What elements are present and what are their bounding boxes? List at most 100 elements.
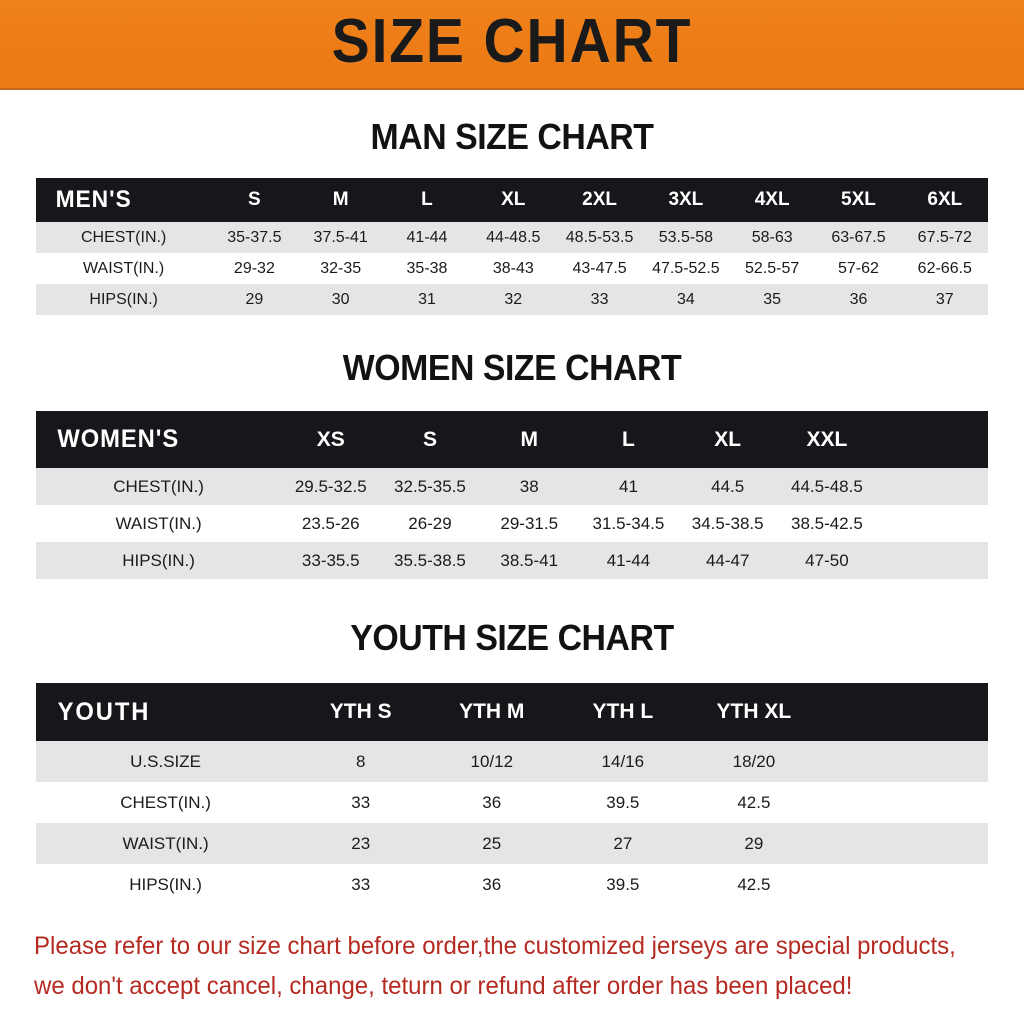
youth-size-header: YTH M	[459, 700, 525, 723]
man-cell: 63-67.5	[831, 228, 886, 246]
youth-table-body: U.S.SIZE 8 10/12 14/16 18/20 CHEST(IN.) 33 36 39…	[36, 741, 988, 905]
youth-cell: 27	[613, 833, 633, 853]
man-cell: 33	[590, 290, 609, 308]
women-cell: 34.5-38.5	[691, 513, 764, 533]
women-cell: 44-47	[705, 550, 750, 570]
youth-cell: 23	[351, 833, 371, 853]
man-size-header: 3XL	[668, 189, 704, 210]
man-table-wrap: MEN'S S M L XL 2XL 3XL 4XL 5XL 6XL CHEST(IN.) 35-3…	[36, 178, 988, 315]
youth-cell: 33	[351, 874, 371, 894]
women-cell: 38.5-42.5	[790, 513, 863, 533]
women-header-row: WOMEN'S XS S M L XL XXL	[36, 411, 988, 468]
man-cell: 47.5-52.5	[652, 259, 720, 277]
man-cell: 32	[504, 290, 523, 308]
youth-row-label: CHEST(IN.)	[120, 792, 211, 812]
man-cell: 53.5-58	[658, 228, 713, 246]
man-size-header: 2XL	[582, 189, 617, 210]
women-size-header: XL	[714, 427, 742, 451]
youth-row-filler	[819, 741, 988, 782]
youth-section-title: YOUTH SIZE CHART	[350, 617, 674, 658]
table-row: HIPS(IN.) 33-35.5 35.5-38.5 38.5-41 41-44 44-…	[36, 542, 988, 579]
table-row: WAIST(IN.) 29-32 32-35 35-38 38-43 43-47.5 47.…	[36, 253, 988, 284]
man-size-header: 5XL	[841, 189, 876, 210]
women-row-label: CHEST(IN.)	[113, 476, 204, 496]
women-section-title: WOMEN SIZE CHART	[342, 347, 682, 388]
youth-header-label: YOUTH	[57, 697, 151, 726]
women-cell: 33-35.5	[301, 550, 360, 570]
man-table-body: CHEST(IN.) 35-37.5 37.5-41 41-44 44-48.5 48.5…	[36, 222, 988, 315]
women-row-label: HIPS(IN.)	[122, 550, 195, 570]
women-table-head: WOMEN'S XS S M L XL XXL	[36, 411, 988, 468]
women-cell: 35.5-38.5	[394, 550, 466, 570]
youth-cell: 10/12	[470, 751, 514, 771]
man-cell: 37	[935, 290, 954, 308]
women-row-filler	[877, 542, 988, 579]
youth-table-wrap: YOUTH YTH S YTH M YTH L YTH XL U.S.SIZE 8 10/1…	[36, 683, 988, 905]
man-cell: 43-47.5	[572, 259, 627, 277]
youth-cell: 39.5	[606, 874, 640, 894]
women-size-header: XXL	[806, 427, 848, 451]
footer-line-1: Please refer to our size chart before or…	[34, 932, 956, 960]
women-cell: 41-44	[606, 550, 651, 570]
table-row: CHEST(IN.) 29.5-32.5 32.5-35.5 38 41 44.5 44.5…	[36, 468, 988, 505]
youth-row-filler	[819, 782, 988, 823]
youth-cell: 33	[351, 792, 371, 812]
table-row: WAIST(IN.) 23.5-26 26-29 29-31.5 31.5-34.5 34…	[36, 505, 988, 542]
women-cell: 47-50	[805, 550, 849, 570]
table-row: WAIST(IN.) 23 25 27 29	[36, 823, 988, 864]
youth-cell: 39.5	[606, 792, 640, 812]
youth-cell: 42.5	[737, 792, 771, 812]
women-cell: 38.5-41	[500, 550, 559, 570]
man-cell: 35-38	[406, 259, 448, 277]
women-cell: 32.5-35.5	[394, 476, 466, 496]
youth-cell: 29	[744, 833, 764, 853]
table-row: CHEST(IN.) 33 36 39.5 42.5	[36, 782, 988, 823]
youth-cell: 14/16	[601, 751, 645, 771]
man-cell: 38-43	[492, 259, 534, 277]
women-cell: 29.5-32.5	[294, 476, 367, 496]
women-header-label: WOMEN'S	[57, 425, 180, 453]
women-size-header: M	[520, 427, 538, 451]
youth-cell: 25	[482, 833, 502, 853]
women-size-header: XS	[316, 427, 345, 451]
man-cell: 37.5-41	[313, 228, 368, 246]
women-cell: 44.5	[711, 476, 745, 496]
youth-header-filler	[819, 683, 988, 741]
youth-size-header: YTH S	[329, 700, 392, 723]
women-size-table: WOMEN'S XS S M L XL XXL CHEST(IN.) 29.5-32.5 32.…	[36, 411, 988, 579]
youth-table-head: YOUTH YTH S YTH M YTH L YTH XL	[36, 683, 988, 741]
man-header-row: MEN'S S M L XL 2XL 3XL 4XL 5XL 6XL	[36, 178, 988, 222]
man-size-header: XL	[501, 189, 526, 210]
man-cell: 29-32	[233, 259, 275, 277]
man-cell: 41-44	[406, 228, 448, 246]
man-cell: 34	[676, 290, 695, 308]
table-row: HIPS(IN.) 29 30 31 32 33 34 35 36 37	[36, 284, 988, 315]
women-cell: 44.5-48.5	[790, 476, 863, 496]
man-cell: 44-48.5	[486, 228, 541, 246]
women-size-header: S	[422, 427, 437, 451]
man-cell: 52.5-57	[745, 259, 800, 277]
table-row: CHEST(IN.) 35-37.5 37.5-41 41-44 44-48.5 48.5…	[36, 222, 988, 253]
women-row-label: WAIST(IN.)	[115, 513, 202, 533]
banner-title: SIZE CHART	[331, 7, 693, 76]
youth-size-header: YTH L	[592, 700, 654, 723]
man-cell: 58-63	[751, 228, 793, 246]
youth-row-filler	[819, 823, 988, 864]
man-row-label: WAIST(IN.)	[83, 259, 165, 277]
footer-line-2: we don't accept cancel, change, teturn o…	[34, 971, 853, 1000]
women-cell: 26-29	[408, 513, 452, 533]
man-cell: 36	[849, 290, 868, 308]
youth-cell: 18/20	[732, 751, 776, 771]
footer-disclaimer: Please refer to our size chart before or…	[34, 927, 956, 1006]
page-banner: SIZE CHART	[0, 0, 1024, 90]
youth-size-header: YTH XL	[716, 700, 792, 723]
youth-row-label: WAIST(IN.)	[122, 833, 209, 853]
man-size-header: S	[248, 189, 261, 210]
man-section-title: MAN SIZE CHART	[370, 116, 654, 157]
women-cell: 23.5-26	[301, 513, 360, 533]
youth-cell: 42.5	[737, 874, 771, 894]
youth-cell: 8	[355, 751, 366, 771]
women-header-filler	[877, 411, 988, 468]
man-cell: 48.5-53.5	[565, 228, 634, 246]
